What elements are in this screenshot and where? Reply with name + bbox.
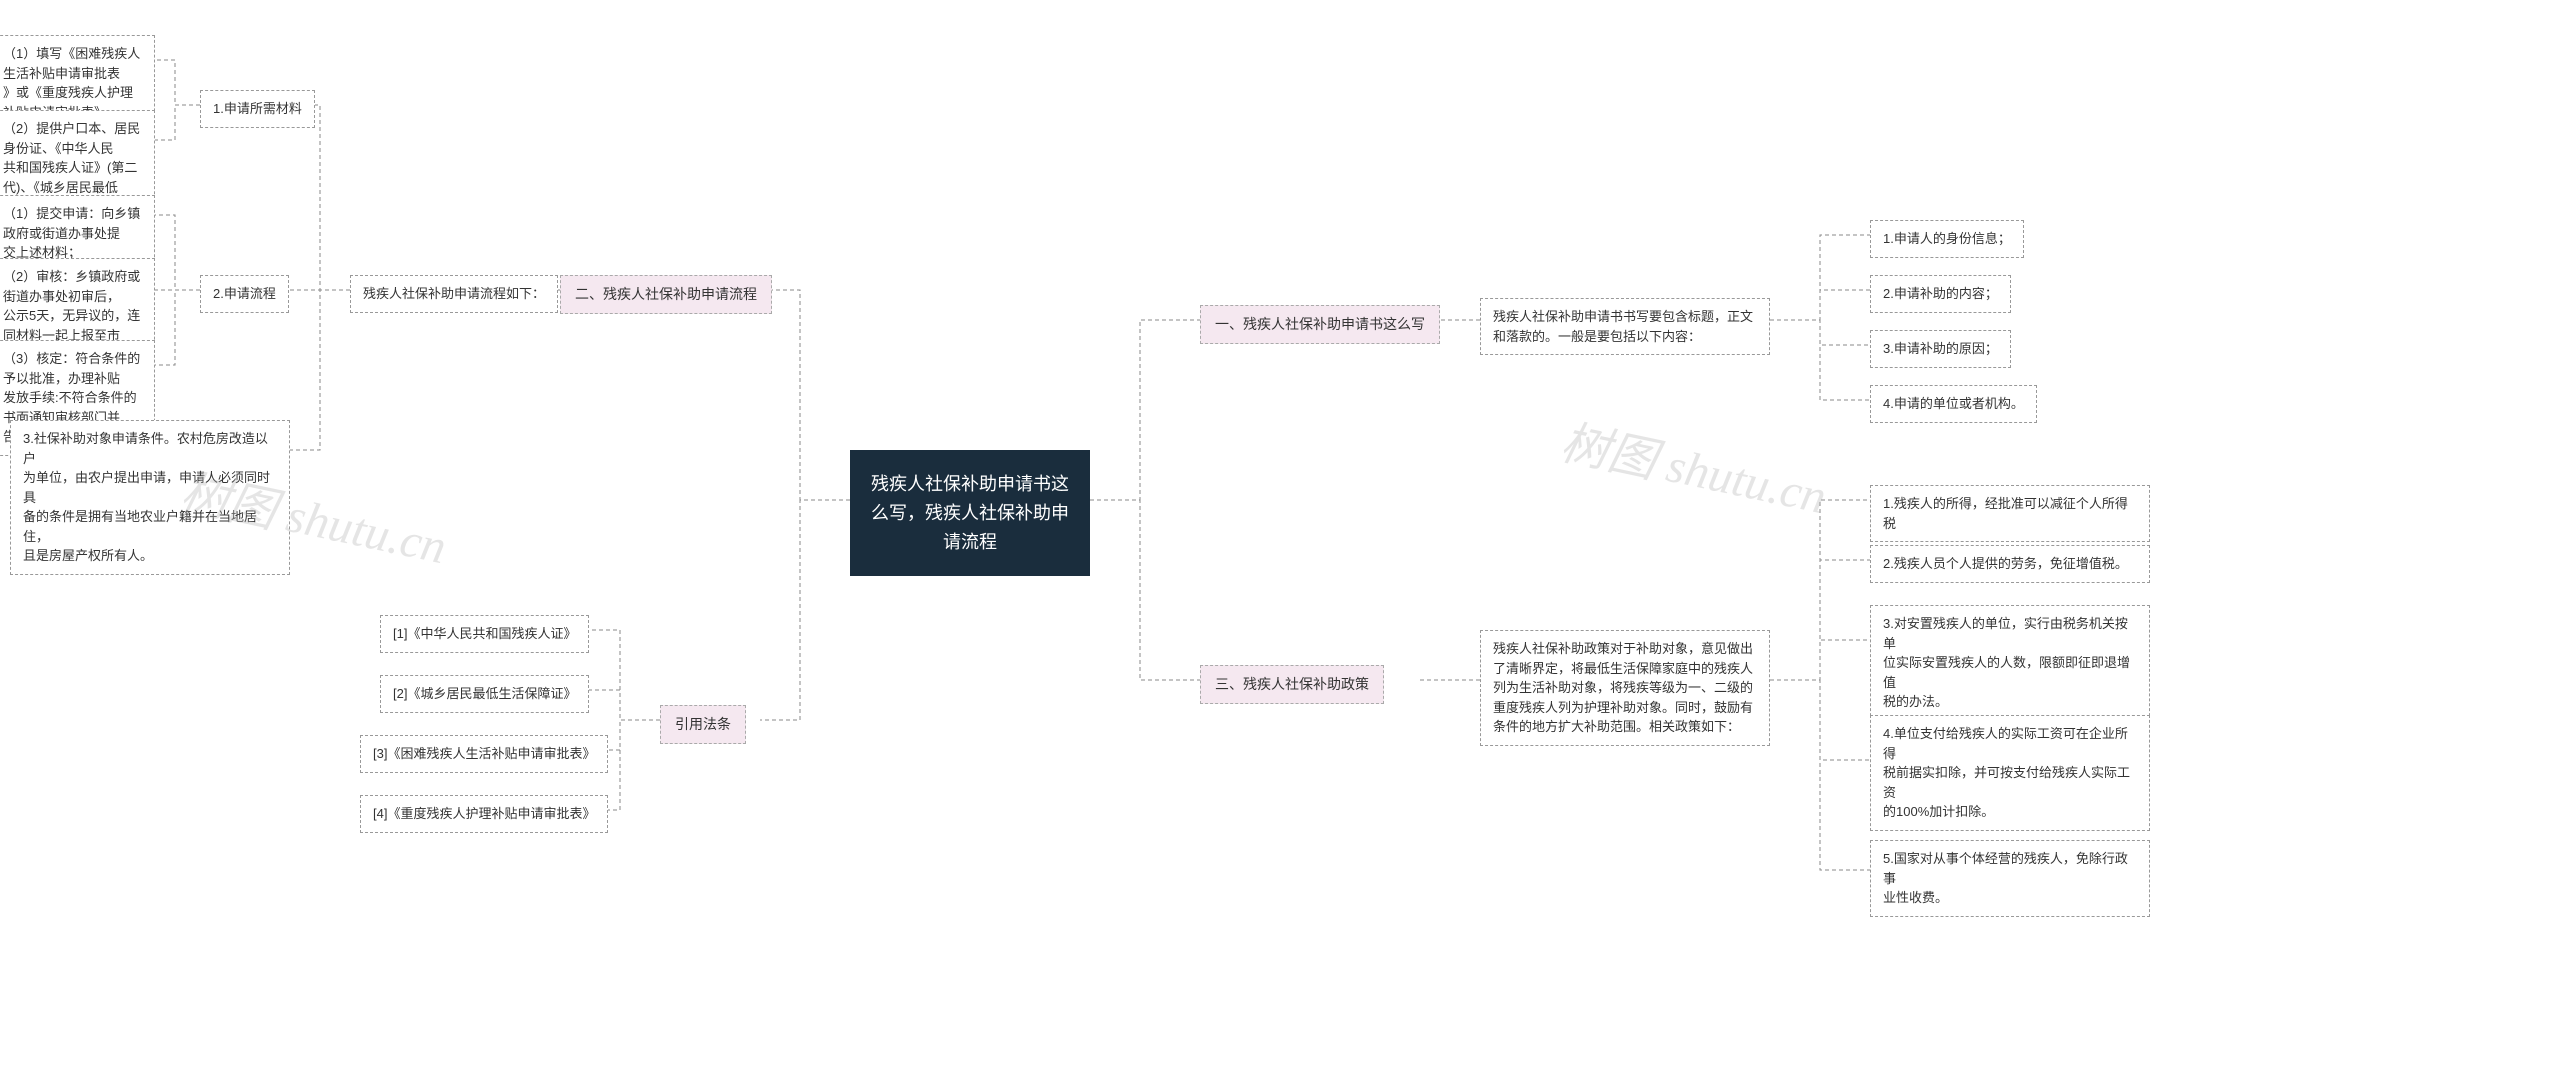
branch-left-ref: 引用法条 xyxy=(660,705,746,744)
connectors xyxy=(0,0,2560,1069)
r1-item-2: 3.申请补助的原因； xyxy=(1870,330,2011,368)
r3-item-0: 1.残疾人的所得，经批准可以减征个人所得税 xyxy=(1870,485,2150,542)
root-node: 残疾人社保补助申请书这么写，残疾人社保补助申请流程 xyxy=(850,450,1090,576)
l2-sec-2: 2.申请流程 xyxy=(200,275,289,313)
r3-item-2: 3.对安置残疾人的单位，实行由税务机关按单位实际安置残疾人的人数，限额即征即退增… xyxy=(1870,605,2150,721)
r3-item-1: 2.残疾人员个人提供的劳务，免征增值税。 xyxy=(1870,545,2150,583)
branch-left-2-desc: 残疾人社保补助申请流程如下： xyxy=(350,275,558,313)
branch-label: 引用法条 xyxy=(675,716,731,732)
l2-sec-3: 3.社保补助对象申请条件。农村危房改造以户为单位，由农户提出申请，申请人必须同时… xyxy=(10,420,290,575)
ref-item-1: [2]《城乡居民最低生活保障证》 xyxy=(380,675,589,713)
ref-item-0: [1]《中华人民共和国残疾人证》 xyxy=(380,615,589,653)
desc-text: 残疾人社保补助政策对于补助对象，意见做出了清晰界定，将最低生活保障家庭中的残疾人… xyxy=(1493,641,1753,734)
branch-label: 一、残疾人社保补助申请书这么写 xyxy=(1215,316,1425,332)
branch-label: 二、残疾人社保补助申请流程 xyxy=(575,286,757,302)
branch-right-1: 一、残疾人社保补助申请书这么写 xyxy=(1200,305,1440,344)
branch-right-3: 三、残疾人社保补助政策 xyxy=(1200,665,1384,704)
r1-item-3: 4.申请的单位或者机构。 xyxy=(1870,385,2037,423)
branch-left-2: 二、残疾人社保补助申请流程 xyxy=(560,275,772,314)
ref-item-3: [4]《重度残疾人护理补贴申请审批表》 xyxy=(360,795,608,833)
ref-item-2: [3]《困难残疾人生活补贴申请审批表》 xyxy=(360,735,608,773)
r3-item-4: 5.国家对从事个体经营的残疾人，免除行政事业性收费。 xyxy=(1870,840,2150,917)
r1-item-0: 1.申请人的身份信息； xyxy=(1870,220,2024,258)
l2-sec-1: 1.申请所需材料 xyxy=(200,90,315,128)
r1-item-1: 2.申请补助的内容； xyxy=(1870,275,2011,313)
branch-label: 三、残疾人社保补助政策 xyxy=(1215,676,1369,692)
root-text: 残疾人社保补助申请书这么写，残疾人社保补助申请流程 xyxy=(871,474,1069,552)
desc-text: 残疾人社保补助申请书书写要包含标题，正文和落款的。一般是要包括以下内容： xyxy=(1493,309,1753,344)
branch-right-1-desc: 残疾人社保补助申请书书写要包含标题，正文和落款的。一般是要包括以下内容： xyxy=(1480,298,1770,355)
r3-item-3: 4.单位支付给残疾人的实际工资可在企业所得税前据实扣除，并可按支付给残疾人实际工… xyxy=(1870,715,2150,831)
branch-right-3-desc: 残疾人社保补助政策对于补助对象，意见做出了清晰界定，将最低生活保障家庭中的残疾人… xyxy=(1480,630,1770,746)
desc-text: 残疾人社保补助申请流程如下： xyxy=(363,286,545,301)
watermark-2: 树图 shutu.cn xyxy=(1556,403,1834,527)
